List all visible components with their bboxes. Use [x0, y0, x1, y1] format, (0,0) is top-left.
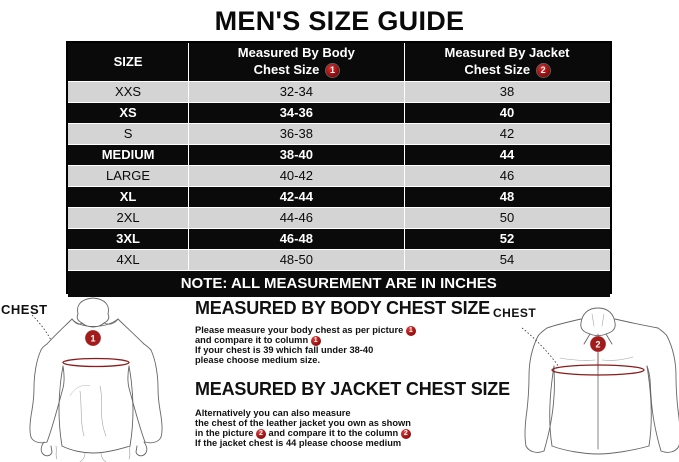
- svg-text:2: 2: [595, 340, 600, 350]
- svg-text:1: 1: [90, 334, 95, 344]
